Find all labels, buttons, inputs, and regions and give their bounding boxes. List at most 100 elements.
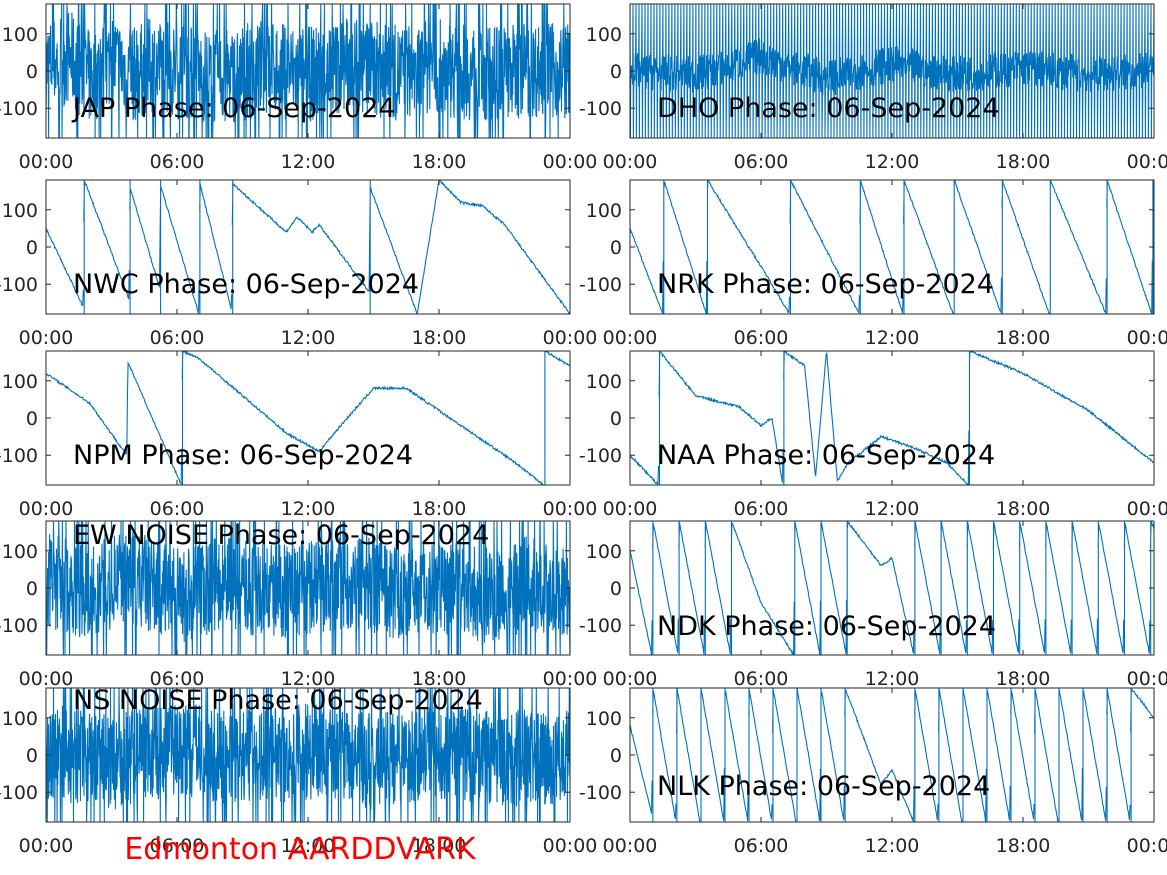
x-tick-label: 06:00: [150, 498, 205, 520]
panel-title: NWC Phase: 06-Sep-2024: [73, 269, 419, 300]
phase-panel-4: 100 0 -100 00:00 06:00 12:00 18:00 00:00 NPM Pha…: [0, 350, 598, 520]
y-tick-label: 100: [2, 24, 38, 46]
x-tick-label: 06:00: [150, 151, 205, 173]
x-tick-label: 12:00: [281, 835, 336, 857]
phase-panel-2: 100 0 -100 00:00 06:00 12:00 18:00 00:00 NWC Pha…: [0, 179, 598, 349]
y-tick-label: 100: [586, 371, 622, 393]
x-tick-label: 18:00: [412, 835, 467, 857]
phase-trace: [630, 521, 1154, 655]
y-tick-label: -100: [579, 274, 622, 296]
phase-trace: [46, 521, 570, 655]
phase-trace: [630, 180, 1154, 314]
phase-trace: [46, 4, 570, 138]
x-tick-label: 00:00: [19, 498, 74, 520]
y-tick-label: 0: [26, 61, 38, 83]
y-tick-label: 100: [586, 24, 622, 46]
phase-trace: [46, 180, 570, 314]
x-tick-label: 06:00: [734, 151, 789, 173]
x-tick-label: 06:00: [734, 498, 789, 520]
y-tick-label: -100: [579, 615, 622, 637]
y-tick-label: 0: [610, 61, 622, 83]
y-tick-label: 100: [2, 371, 38, 393]
y-tick-label: -100: [0, 98, 38, 120]
phase-panel-5: 100 0 -100 00:00 06:00 12:00 18:00 00:00 NAA Pha…: [579, 350, 1167, 520]
y-tick-label: 0: [610, 408, 622, 430]
y-tick-label: -100: [579, 445, 622, 467]
panel-title: NRK Phase: 06-Sep-2024: [657, 269, 994, 300]
x-tick-label: 18:00: [996, 835, 1051, 857]
phase-panel-6: 100 0 -100 00:00 06:00 12:00 18:00 00:00 EW NOIS…: [0, 520, 597, 690]
x-tick-label: 18:00: [996, 668, 1051, 690]
y-tick-label: -100: [0, 274, 38, 296]
y-tick-label: 0: [26, 408, 38, 430]
x-tick-label: 18:00: [412, 151, 467, 173]
x-tick-label: 00:00: [603, 498, 658, 520]
panel-title: NAA Phase: 06-Sep-2024: [657, 440, 995, 471]
phase-trace: [46, 688, 570, 822]
y-tick-label: 100: [586, 541, 622, 563]
phase-trace: [630, 4, 1154, 138]
x-tick-label: 06:00: [150, 327, 205, 349]
x-tick-label: 06:00: [734, 668, 789, 690]
x-tick-label: 06:00: [150, 835, 205, 857]
y-tick-label: -100: [0, 782, 38, 804]
x-tick-label: 18:00: [996, 498, 1051, 520]
panel-title: EW NOISE Phase: 06-Sep-2024: [73, 520, 489, 551]
x-tick-label: 12:00: [865, 835, 920, 857]
x-tick-label: 18:00: [412, 498, 467, 520]
y-tick-label: -100: [0, 445, 38, 467]
x-tick-label: 00:00: [19, 835, 74, 857]
x-tick-label: 18:00: [996, 151, 1051, 173]
x-tick-label: 00:00: [543, 151, 598, 173]
x-tick-label: 12:00: [281, 498, 336, 520]
x-tick-label: 06:00: [734, 835, 789, 857]
y-tick-label: 100: [586, 708, 622, 730]
x-tick-label: 18:00: [412, 668, 467, 690]
x-tick-label: 00:00: [1127, 151, 1167, 173]
phase-panel-8: 100 0 -100 00:00 06:00 12:00 18:00 00:00 NS NOIS…: [0, 685, 597, 857]
x-tick-label: 00:00: [603, 668, 658, 690]
y-tick-label: 100: [2, 200, 38, 222]
x-tick-label: 12:00: [281, 151, 336, 173]
y-tick-label: 0: [26, 237, 38, 259]
x-tick-label: 00:00: [1127, 835, 1167, 857]
phase-panel-1: 100 0 -100 00:00 06:00 12:00 18:00 00:00 DHO Pha…: [579, 3, 1167, 173]
y-tick-label: 0: [610, 578, 622, 600]
y-tick-label: 100: [586, 200, 622, 222]
phase-trace: [46, 351, 570, 485]
x-tick-label: 00:00: [603, 327, 658, 349]
x-tick-label: 00:00: [19, 668, 74, 690]
panel-title: NPM Phase: 06-Sep-2024: [73, 440, 413, 471]
panel-title: NS NOISE Phase: 06-Sep-2024: [73, 685, 483, 716]
x-tick-label: 00:00: [603, 835, 658, 857]
y-tick-label: 0: [26, 578, 38, 600]
phase-panel-9: 100 0 -100 00:00 06:00 12:00 18:00 00:00 NLK Pha…: [579, 687, 1167, 857]
y-tick-label: -100: [579, 782, 622, 804]
panel-title: NDK Phase: 06-Sep-2024: [657, 611, 996, 642]
x-tick-label: 00:00: [543, 498, 598, 520]
y-tick-label: 100: [2, 708, 38, 730]
x-tick-label: 00:00: [1127, 498, 1167, 520]
y-tick-label: -100: [0, 615, 38, 637]
y-tick-label: 0: [610, 237, 622, 259]
panel-title: NLK Phase: 06-Sep-2024: [657, 771, 990, 802]
x-tick-label: 00:00: [603, 151, 658, 173]
x-tick-label: 06:00: [150, 668, 205, 690]
x-tick-label: 12:00: [865, 327, 920, 349]
phase-trace: [630, 688, 1154, 822]
x-tick-label: 18:00: [996, 327, 1051, 349]
panel-title: DHO Phase: 06-Sep-2024: [657, 93, 1000, 124]
x-tick-label: 00:00: [543, 835, 598, 857]
x-tick-label: 00:00: [1127, 668, 1167, 690]
y-tick-label: 0: [610, 745, 622, 767]
x-tick-label: 00:00: [1127, 327, 1167, 349]
x-tick-label: 00:00: [19, 327, 74, 349]
figure-title: Edmonton AARDDVARK: [124, 832, 477, 867]
x-tick-label: 06:00: [734, 327, 789, 349]
phase-panel-7: 100 0 -100 00:00 06:00 12:00 18:00 00:00 NDK Pha…: [579, 520, 1167, 690]
phase-panel-0: 100 0 -100 00:00 06:00 12:00 18:00 00:00 JAP Pha…: [0, 3, 598, 173]
x-tick-label: 12:00: [281, 668, 336, 690]
x-tick-label: 00:00: [543, 327, 598, 349]
y-tick-label: 100: [2, 541, 38, 563]
